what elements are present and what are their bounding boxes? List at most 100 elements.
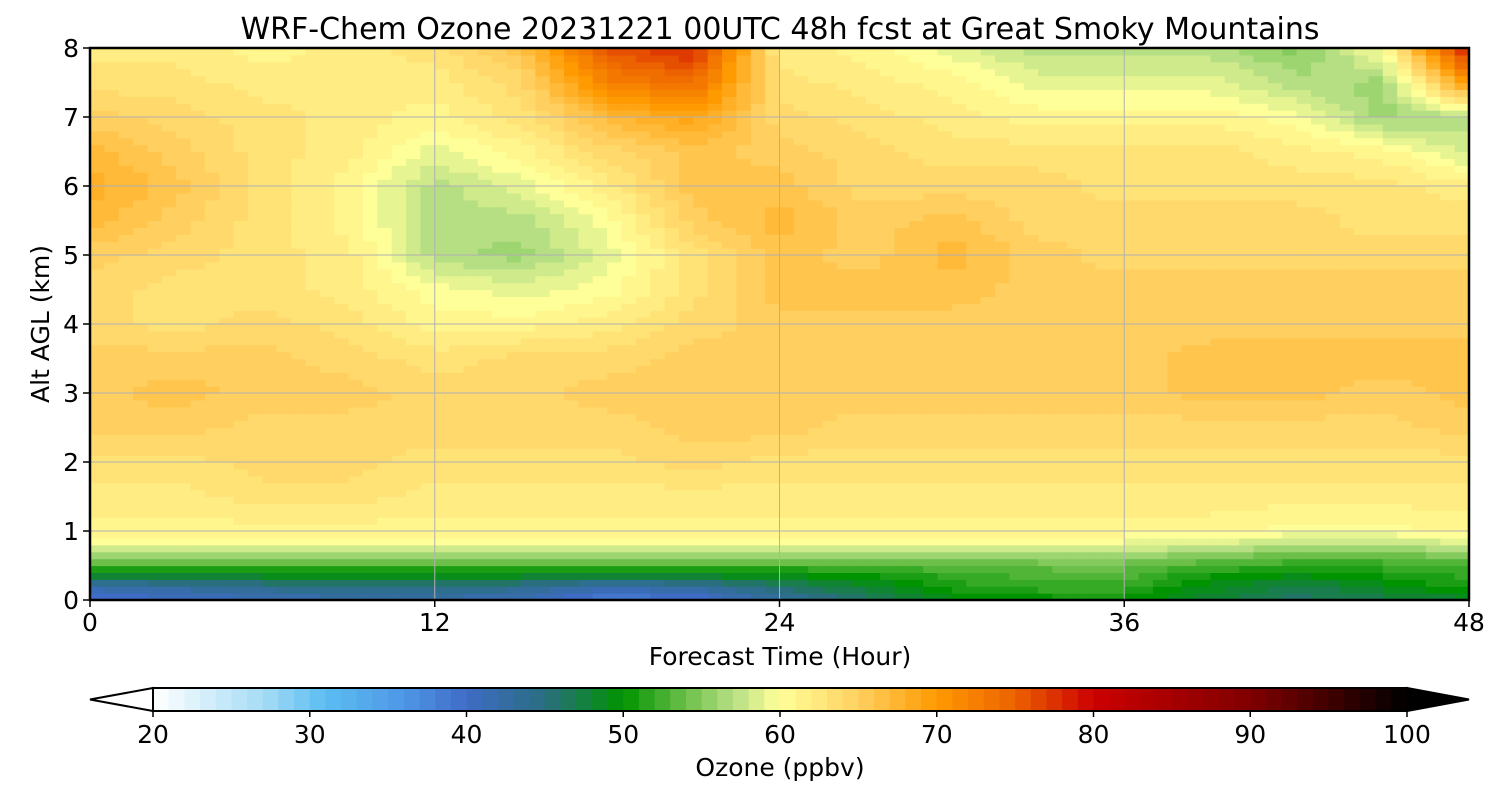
heatmap-cell <box>650 427 666 435</box>
heatmap-cell <box>334 572 350 580</box>
heatmap-cell <box>1253 310 1269 318</box>
heatmap-cell <box>161 413 177 422</box>
heatmap-cell <box>348 344 364 353</box>
heatmap-cell <box>1196 317 1212 325</box>
ozone-heatmap <box>90 48 1469 600</box>
heatmap-cell <box>377 365 393 373</box>
heatmap-cell <box>750 365 766 373</box>
heatmap-cell <box>1339 558 1355 567</box>
heatmap-cell <box>1109 593 1125 600</box>
heatmap-cell <box>1440 296 1456 304</box>
heatmap-cell <box>305 434 321 442</box>
heatmap-cell <box>880 586 896 594</box>
heatmap-cell <box>204 310 220 318</box>
heatmap-cell <box>1210 386 1226 394</box>
heatmap-cell <box>248 544 263 553</box>
heatmap-cell <box>1152 427 1168 435</box>
heatmap-cell <box>865 524 881 532</box>
heatmap-cell <box>980 268 996 277</box>
heatmap-cell <box>420 365 436 373</box>
heatmap-cell <box>334 551 350 560</box>
heatmap-cell <box>248 420 263 429</box>
heatmap-cell <box>1152 255 1168 263</box>
heatmap-cell <box>1339 510 1355 518</box>
heatmap-cell <box>607 455 623 463</box>
heatmap-cell <box>765 282 781 291</box>
heatmap-cell <box>678 510 694 518</box>
heatmap-cell <box>1267 565 1283 573</box>
heatmap-cell <box>865 489 881 498</box>
heatmap-cell <box>1023 503 1039 511</box>
heatmap-cell <box>1196 441 1212 449</box>
heatmap-cell <box>1411 544 1427 553</box>
heatmap-cell <box>693 275 709 284</box>
heatmap-cell <box>219 268 235 277</box>
heatmap-cell <box>1397 468 1413 477</box>
heatmap-cell <box>1181 351 1197 360</box>
heatmap-cell <box>377 303 393 311</box>
heatmap-cell <box>1310 448 1326 456</box>
heatmap-cell <box>635 268 651 277</box>
heatmap-cell <box>1454 496 1469 504</box>
heatmap-cell <box>1411 289 1427 297</box>
heatmap-cell <box>434 248 450 256</box>
heatmap-cell <box>923 413 939 422</box>
heatmap-cell <box>678 475 694 484</box>
heatmap-cell <box>477 420 493 429</box>
heatmap-cell <box>592 337 608 346</box>
heatmap-cell <box>578 455 594 463</box>
heatmap-cell <box>1339 531 1355 539</box>
heatmap-cell <box>1109 296 1125 304</box>
heatmap-cell <box>1325 372 1341 380</box>
heatmap-cell <box>506 365 522 373</box>
heatmap-cell <box>219 482 235 491</box>
heatmap-cell <box>449 482 465 491</box>
heatmap-cell <box>1411 531 1427 539</box>
heatmap-cell <box>391 275 407 284</box>
heatmap-cell <box>1181 337 1197 346</box>
heatmap-cell <box>908 537 924 546</box>
heatmap-cell <box>994 310 1010 318</box>
heatmap-cell <box>865 517 881 525</box>
heatmap-cell <box>1325 275 1341 284</box>
heatmap-cell <box>420 475 436 484</box>
heatmap-cell <box>90 531 105 539</box>
heatmap-cell <box>1152 565 1168 573</box>
heatmap-cell <box>305 565 321 573</box>
heatmap-cell <box>1167 413 1183 422</box>
heatmap-cell <box>1397 241 1413 249</box>
heatmap-cell <box>434 489 450 498</box>
heatmap-cell <box>90 234 105 242</box>
heatmap-cell <box>1425 324 1441 332</box>
heatmap-cell <box>578 344 594 353</box>
heatmap-cell <box>865 365 881 373</box>
heatmap-cell <box>793 448 809 456</box>
heatmap-cell <box>118 489 134 498</box>
heatmap-cell <box>420 462 436 470</box>
heatmap-cell <box>664 510 680 518</box>
heatmap-cell <box>808 503 824 511</box>
heatmap-cell <box>176 351 192 360</box>
heatmap-cell <box>1296 289 1312 297</box>
heatmap-cell <box>621 344 637 353</box>
heatmap-cell <box>1239 455 1255 463</box>
heatmap-cell <box>1009 510 1025 518</box>
heatmap-cell <box>678 296 694 304</box>
heatmap-cell <box>707 358 723 366</box>
heatmap-cell <box>1325 448 1341 456</box>
heatmap-cell <box>650 379 666 387</box>
heatmap-cell <box>1181 393 1197 401</box>
heatmap-cell <box>262 399 278 408</box>
heatmap-cell <box>334 503 350 511</box>
heatmap-cell <box>836 544 852 553</box>
heatmap-cell <box>319 358 335 366</box>
heatmap-cell <box>305 544 321 553</box>
heatmap-cell <box>520 324 536 332</box>
heatmap-cell <box>219 317 235 325</box>
heatmap-cell <box>693 565 709 573</box>
heatmap-cell <box>319 268 335 277</box>
heatmap-cell <box>549 268 565 277</box>
heatmap-cell <box>865 351 881 360</box>
heatmap-cell <box>1066 482 1082 491</box>
heatmap-cell <box>104 234 120 242</box>
